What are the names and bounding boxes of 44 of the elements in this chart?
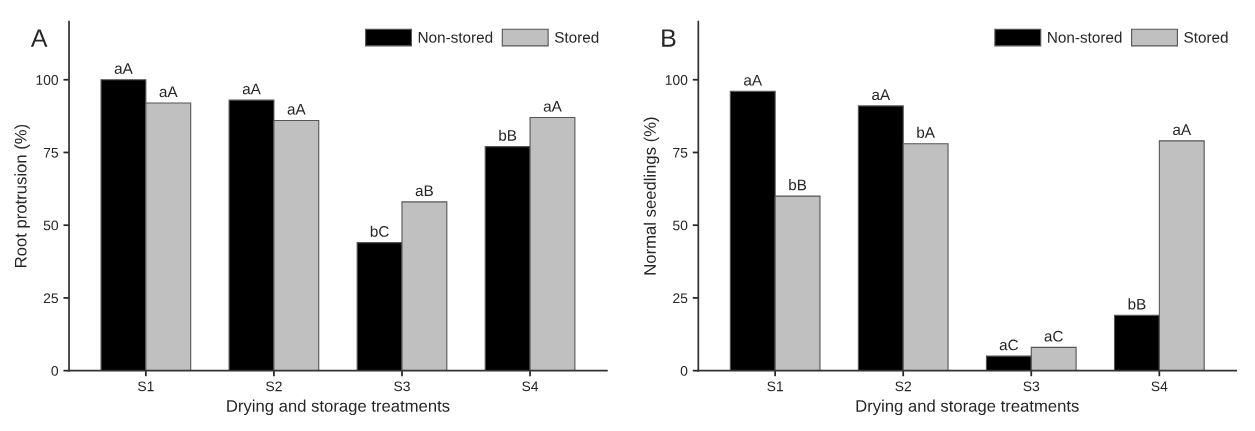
y-tick-label: 100 — [36, 75, 59, 85]
x-tick-label: S3 — [1023, 381, 1040, 392]
legend-label: Stored — [1184, 31, 1228, 43]
y-tick-label: 0 — [51, 365, 59, 376]
data-label: aA — [159, 86, 178, 98]
text: A — [30, 29, 48, 47]
x-tick-label: S4 — [1151, 381, 1168, 392]
y-tick-label: 0 — [680, 365, 688, 376]
y-tick-label: 100 — [665, 75, 688, 85]
text: B — [662, 29, 676, 47]
y-tick-label: 25 — [673, 293, 688, 304]
x-tick-label: S2 — [266, 381, 282, 392]
data-label: aC — [999, 339, 1019, 351]
data-label: aA — [1173, 124, 1192, 136]
data-label: bA — [917, 126, 935, 138]
y-axis-title: Normal seedlings (%) — [643, 117, 660, 275]
data-label: bC — [370, 225, 389, 237]
x-tick-label: S1 — [767, 381, 783, 392]
x-tick-label: S1 — [138, 381, 154, 392]
data-label: aC — [1044, 330, 1063, 342]
data-label: aA — [242, 83, 261, 95]
legend-label: Non-stored — [1048, 31, 1122, 43]
y-tick-label: 50 — [43, 220, 59, 231]
legend-label: Non-stored — [418, 31, 493, 43]
x-tick-label: S3 — [394, 381, 410, 392]
y-axis-title: Root protrusion (%) — [14, 124, 30, 267]
x-tick-label: S4 — [522, 381, 539, 392]
x-tick-label: S2 — [895, 381, 912, 392]
data-label: aA — [744, 74, 763, 86]
y-tick-label: 25 — [43, 293, 59, 304]
data-label: bB — [499, 129, 517, 141]
data-label: aB — [415, 185, 433, 197]
data-label: aA — [543, 101, 562, 112]
y-tick-label: 75 — [43, 147, 59, 158]
data-label: aA — [114, 63, 133, 74]
legend-label: Stored — [554, 31, 599, 43]
data-label: aA — [287, 104, 306, 115]
y-tick-label: 75 — [673, 147, 688, 158]
y-tick-label: 50 — [673, 220, 688, 231]
data-label: bB — [1128, 298, 1146, 310]
x-axis-title: Drying and storage treatments — [227, 399, 450, 416]
data-label: bB — [789, 179, 807, 191]
x-axis-title: Drying and storage treatments — [856, 399, 1079, 416]
data-label: aA — [872, 89, 891, 101]
